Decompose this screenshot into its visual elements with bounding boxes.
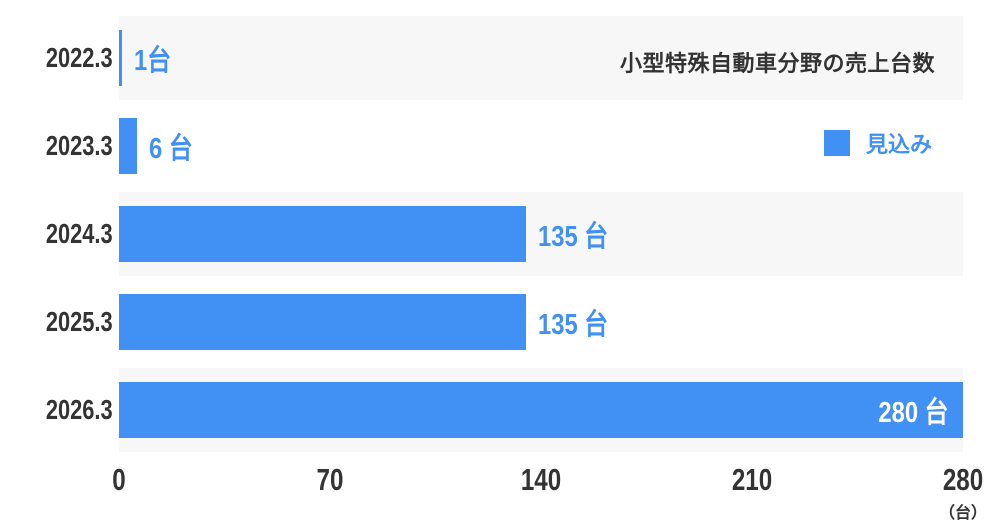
row-band: 6 台: [119, 104, 963, 188]
bar-row-2026-3: 2026.3 280 台: [0, 366, 1000, 454]
bar-row-2025-3: 2025.3 135 台: [0, 278, 1000, 366]
category-label-text: 2026.3: [46, 394, 113, 425]
legend: 見込み: [823, 127, 932, 159]
x-tick-0: 0: [112, 462, 126, 497]
category-label-text: 2022.3: [46, 42, 113, 73]
chart-title: 小型特殊自動車分野の売上台数: [619, 51, 935, 76]
bar-row-2022-3: 2022.3 1台: [0, 14, 1000, 102]
x-axis: 0 70 140 210 280 （台）: [112, 454, 987, 527]
bar-row-2023-3: 2023.3 6 台: [0, 102, 1000, 190]
value-label-2022-3: 1台: [134, 45, 172, 77]
category-label-2023-3: 2023.3: [0, 102, 119, 190]
value-label-2023-3: 6 台: [149, 133, 193, 165]
bar-2026-3: 280 台: [119, 382, 963, 438]
x-axis-unit: （台）: [938, 505, 988, 522]
category-label-2022-3: 2022.3: [0, 14, 119, 102]
x-tick-70: 70: [316, 462, 344, 497]
bar-2024-3: [119, 206, 526, 262]
category-label-text: 2023.3: [46, 130, 113, 161]
bar-row-2024-3: 2024.3 135 台: [0, 190, 1000, 278]
row-band: 1台: [119, 16, 963, 100]
x-tick-210: 210: [731, 462, 773, 497]
bar-2022-3: [119, 30, 122, 86]
category-label-2026-3: 2026.3: [0, 366, 119, 454]
value-label-2026-3: 280 台: [877, 397, 948, 429]
bar-2023-3: [119, 118, 138, 174]
plot-area: 2022.3 1台 2023.3 6 台 2024.3 135 台: [0, 14, 1000, 454]
legend-swatch-icon: [823, 130, 850, 156]
row-band: 135 台: [119, 280, 963, 364]
row-band: 135 台: [119, 192, 963, 276]
x-tick-140: 140: [520, 462, 562, 497]
value-label-2024-3: 135 台: [537, 221, 608, 253]
value-label-2025-3: 135 台: [537, 309, 608, 341]
category-label-2024-3: 2024.3: [0, 190, 119, 278]
category-label-2025-3: 2025.3: [0, 278, 119, 366]
category-label-text: 2025.3: [46, 306, 113, 337]
bar-2025-3: [119, 294, 526, 350]
row-band: 280 台: [119, 368, 963, 452]
legend-label: 見込み: [865, 132, 932, 157]
x-tick-280: 280: [942, 462, 984, 497]
category-label-text: 2024.3: [46, 218, 113, 249]
